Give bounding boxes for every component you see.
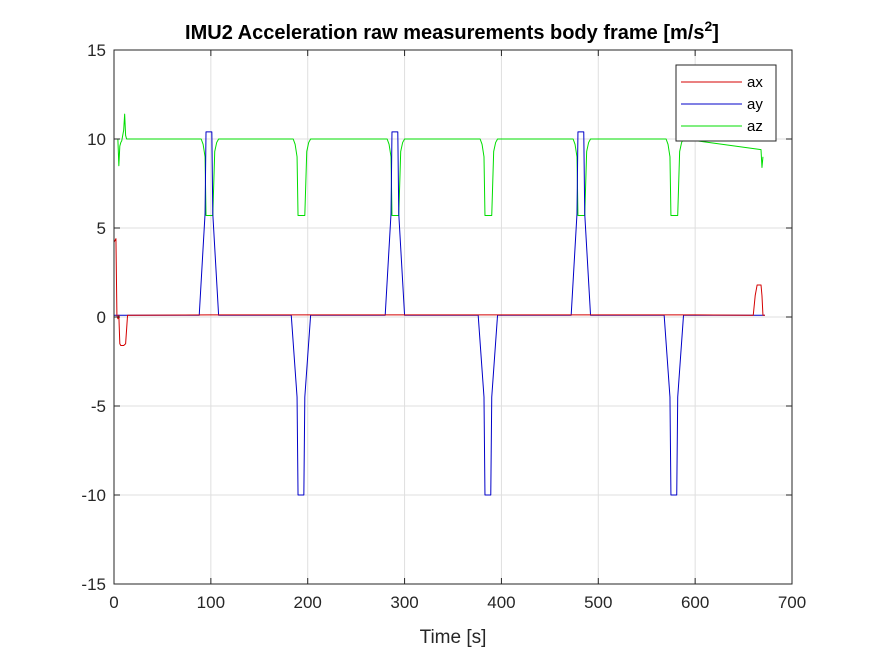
x-tick-label: 500 — [584, 593, 612, 612]
legend-box — [675, 64, 777, 142]
chart-title: IMU2 Acceleration raw measurements body … — [185, 18, 719, 44]
x-axis-label: Time [s] — [420, 627, 487, 648]
chart-title-end: ] — [712, 22, 719, 44]
x-tick-label: 0 — [109, 593, 118, 612]
legend-label-az: az — [747, 118, 763, 135]
series-line-ax — [113, 238, 765, 346]
y-tick-label: -5 — [91, 397, 106, 416]
series-layer — [113, 113, 765, 496]
legend-label-ay: ay — [747, 96, 763, 113]
chart-title-superscript: 2 — [704, 18, 712, 34]
y-tick-label: 10 — [87, 130, 106, 149]
y-tick-label: 15 — [87, 41, 106, 60]
x-tick-label: 300 — [390, 593, 418, 612]
x-tick-label: 400 — [487, 593, 515, 612]
y-tick-label: -15 — [81, 575, 106, 594]
x-tick-label: 600 — [681, 593, 709, 612]
series-line-az — [114, 113, 764, 217]
x-tick-label: 200 — [294, 593, 322, 612]
legend: ax ay az — [675, 64, 777, 142]
ticks: 0 100 200 300 400 500 600 700 -15 -10 -5 0 5 10 15 — [81, 41, 806, 612]
x-tick-label: 700 — [778, 593, 806, 612]
x-tick-label: 100 — [197, 593, 225, 612]
y-tick-label: -10 — [81, 486, 106, 505]
legend-label-ax: ax — [747, 74, 763, 91]
y-tick-label: 0 — [97, 308, 106, 327]
y-tick-label: 5 — [97, 219, 106, 238]
chart-title-main: IMU2 Acceleration raw measurements body … — [185, 22, 704, 44]
